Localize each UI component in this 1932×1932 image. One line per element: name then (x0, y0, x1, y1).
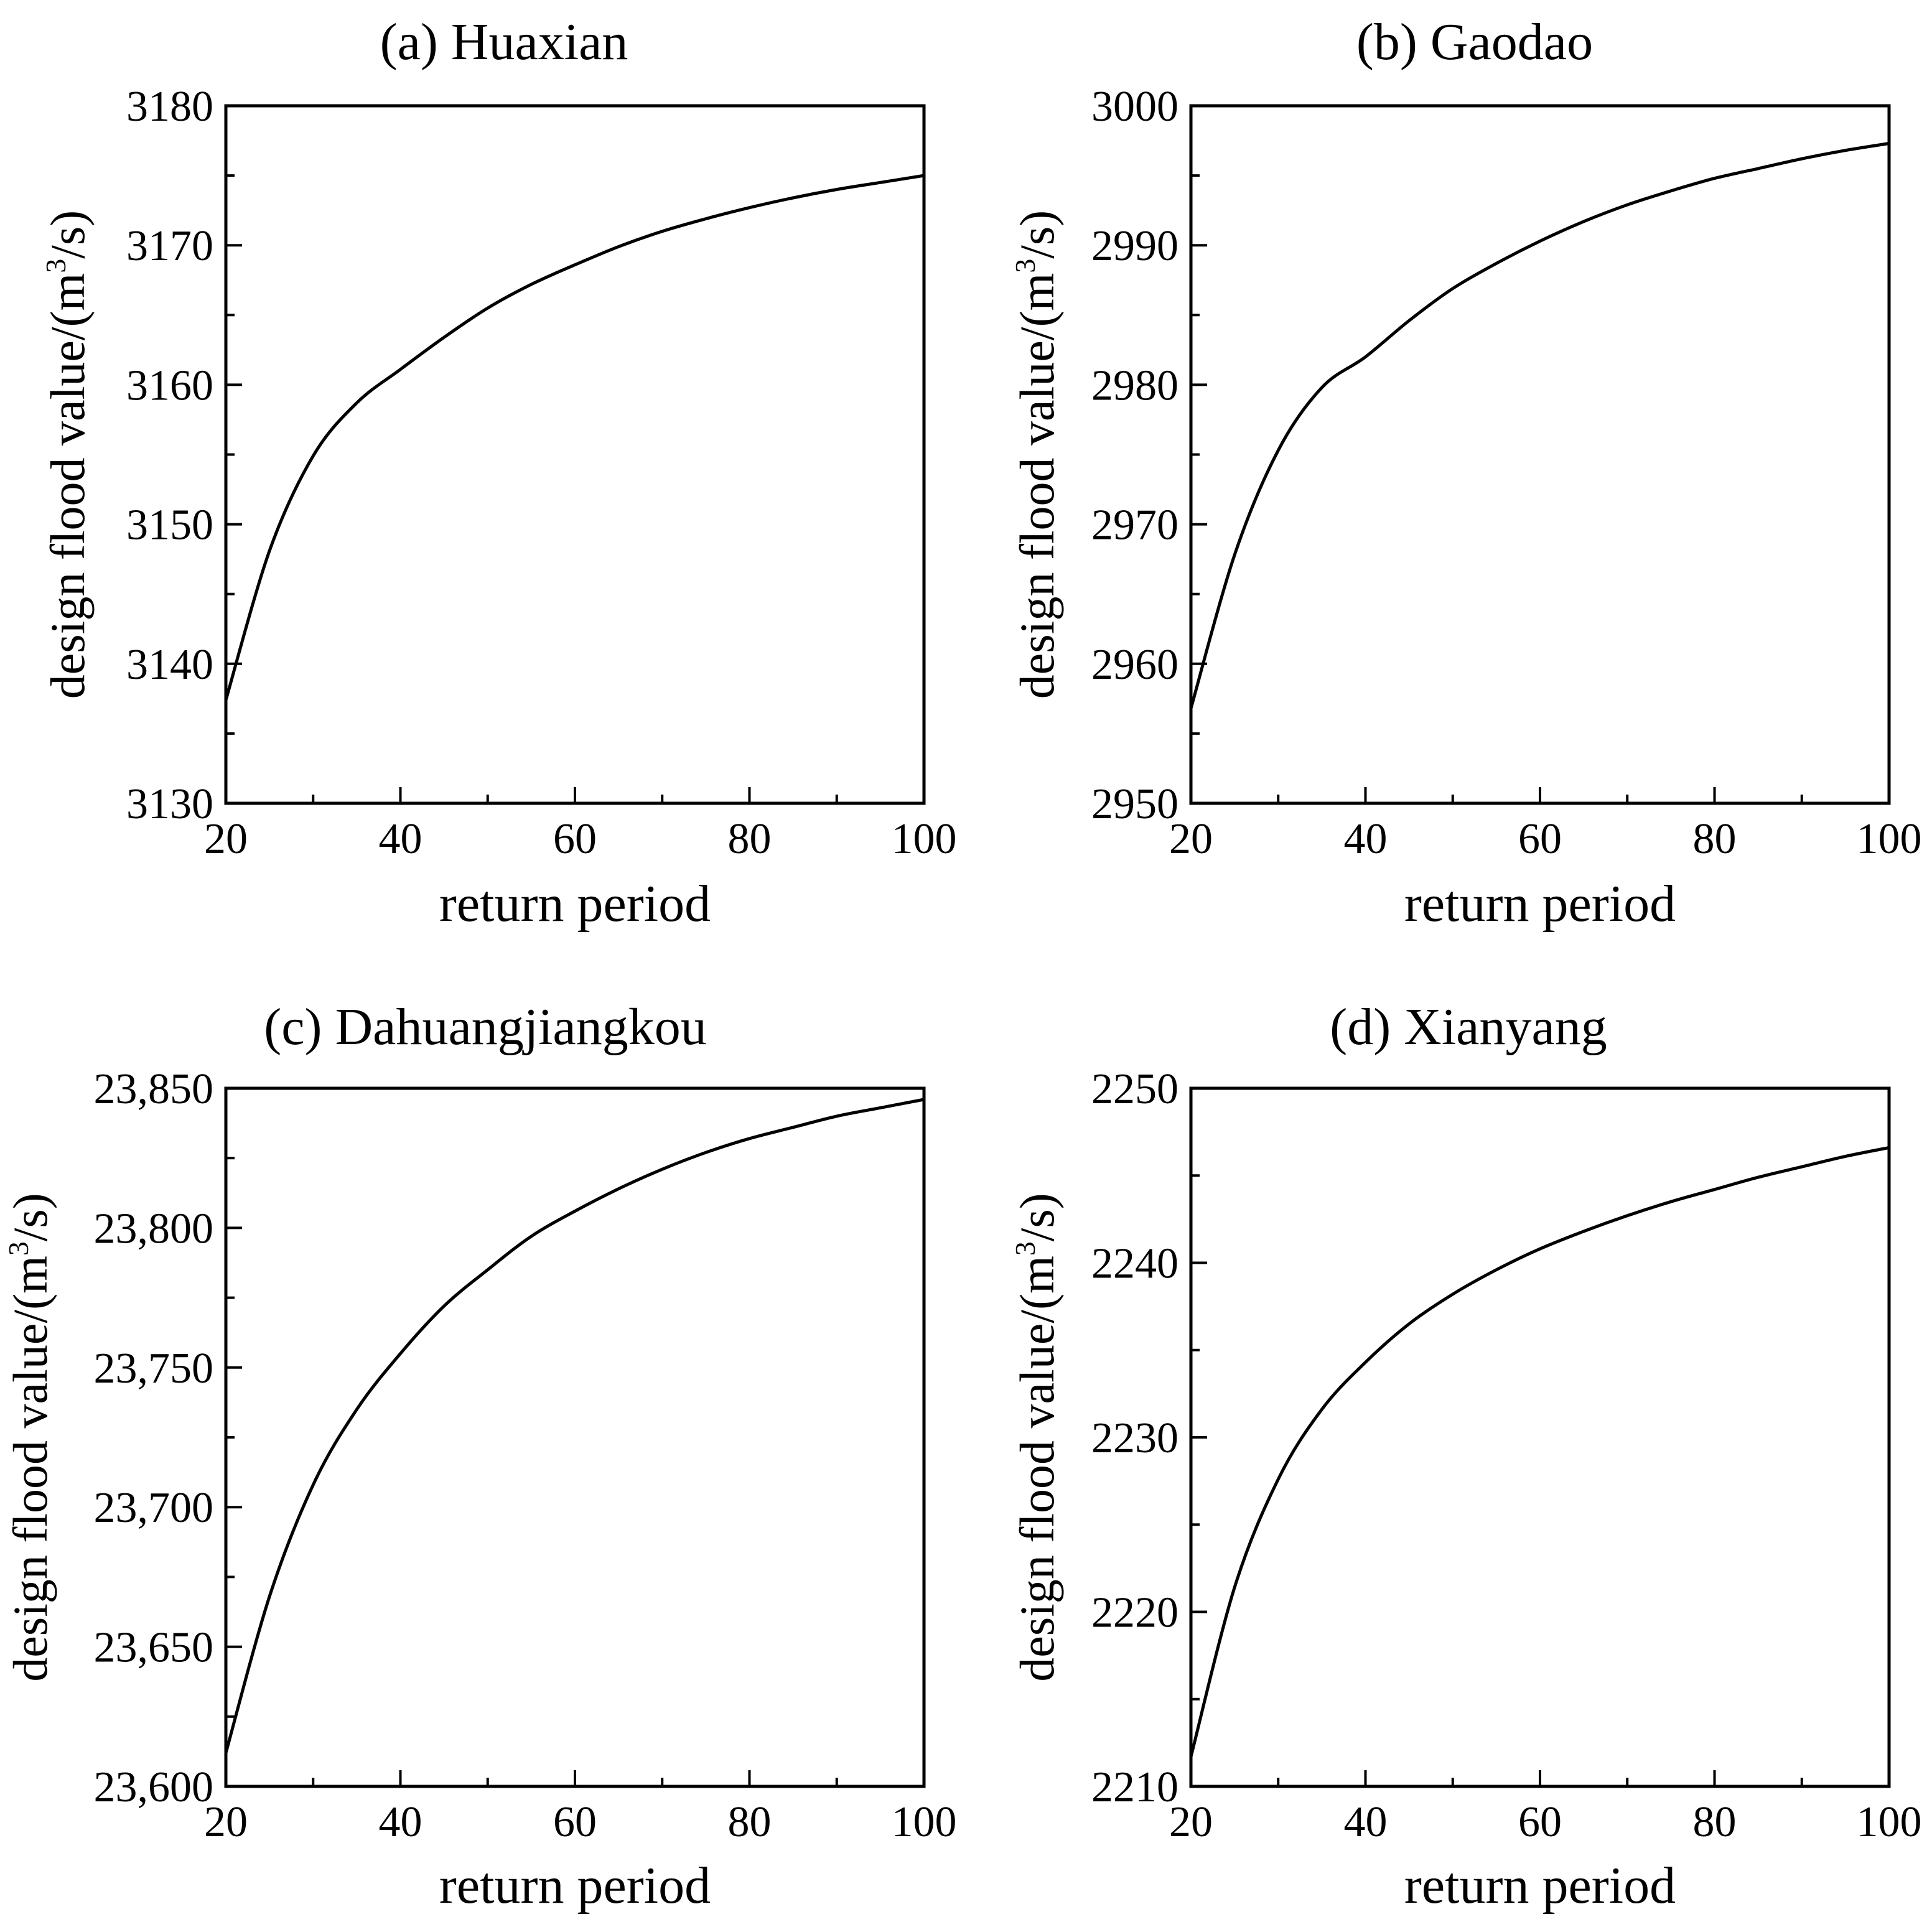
panel-a-ytick-label: 3140 (126, 641, 213, 689)
panel-d-xlabel: return period (1404, 1857, 1676, 1915)
panel-d-xtick-label: 20 (1169, 1798, 1213, 1846)
panel-c-xtick-label: 60 (553, 1798, 597, 1846)
panel-b-ytick-label: 2990 (1091, 222, 1178, 270)
panel-b: (b) Gaodao 20 40 60 80 100 2950 2960 2970 2980 299… (1009, 13, 1922, 933)
panel-a-xlabel: return period (439, 875, 711, 933)
panel-c-ytick-label: 23,700 (94, 1484, 214, 1532)
panel-a-series-line (224, 174, 925, 701)
panel-b-xtick-label: 20 (1169, 815, 1213, 863)
panel-b-ytick-label: 2980 (1091, 362, 1178, 409)
panel-d-ytick-label: 2230 (1091, 1414, 1178, 1462)
panel-b-xtick-label: 100 (1857, 815, 1922, 863)
panel-d-ytick-label: 2250 (1091, 1065, 1178, 1113)
panel-c-ytick-label: 23,750 (94, 1345, 214, 1393)
panel-d-xtick-label: 80 (1693, 1798, 1737, 1846)
panel-d-ytick-label: 2210 (1091, 1763, 1178, 1811)
panel-b-ylabel: design flood value/(m3/s) (1009, 210, 1064, 699)
panel-d-xtick-label: 100 (1857, 1798, 1922, 1846)
panel-c-ytick-label: 23,650 (94, 1624, 214, 1672)
panel-a-frame (224, 104, 926, 805)
panel-b-ytick-label: 2970 (1091, 502, 1178, 549)
panel-d-ylabel: design flood value/(m3/s) (1009, 1193, 1064, 1682)
panel-c-ylabel: design flood value/(m3/s) (2, 1193, 57, 1682)
panel-d-ytick-label: 2240 (1091, 1240, 1178, 1288)
panel-a-ylabel: design flood value/(m3/s) (40, 210, 95, 699)
panel-c-ytick-label: 23,850 (94, 1065, 214, 1113)
panel-c-xtick-label: 100 (892, 1798, 957, 1846)
panel-a-title: (a) Huaxian (380, 13, 628, 71)
panel-a-xtick-label: 80 (728, 815, 772, 863)
panel-d: (d) Xianyang 20 40 60 80 100 2210 2220 2230 2240 2… (1009, 998, 1922, 1915)
panel-b-xtick-label: 60 (1518, 815, 1562, 863)
panel-c: (c) Dahuangjiangkou 20 40 60 80 100 23,600 23,6… (2, 998, 957, 1915)
panel-a-ytick-label: 3170 (126, 222, 213, 270)
panel-b-xtick-label: 40 (1344, 815, 1388, 863)
panel-b-ytick-label: 2960 (1091, 641, 1178, 689)
panel-a-ytick-label: 3130 (126, 780, 213, 828)
panel-d-title: (d) Xianyang (1330, 998, 1607, 1056)
panel-c-xtick-label: 40 (379, 1798, 422, 1846)
panel-d-ytick-label: 2220 (1091, 1589, 1178, 1637)
panel-c-xtick-label: 80 (728, 1798, 772, 1846)
panel-c-ytick-label: 23,600 (94, 1763, 214, 1811)
panel-c-ytick-label: 23,800 (94, 1205, 214, 1253)
panel-b-xtick-label: 80 (1693, 815, 1737, 863)
panel-b-xlabel: return period (1404, 875, 1676, 933)
panel-d-frame (1189, 1086, 1891, 1788)
panel-d-xtick-label: 60 (1518, 1798, 1562, 1846)
panel-c-frame (224, 1086, 926, 1788)
panel-a-xtick-label: 20 (204, 815, 248, 863)
panel-b-title: (b) Gaodao (1356, 13, 1593, 71)
panel-b-ytick-label: 3000 (1091, 83, 1178, 131)
panel-a-ytick-label: 3180 (126, 83, 213, 131)
panel-a: (a) Huaxian 20 40 60 80 100 3130 3140 3150 3160 31… (40, 13, 957, 933)
panel-c-title: (c) Dahuangjiangkou (264, 998, 706, 1056)
panel-a-xtick-label: 100 (892, 815, 957, 863)
panel-d-series-line (1189, 1146, 1890, 1757)
panel-a-ytick-label: 3150 (126, 502, 213, 549)
panel-b-series-line (1189, 142, 1890, 709)
panel-a-xtick-label: 60 (553, 815, 597, 863)
panel-c-xtick-label: 20 (204, 1798, 248, 1846)
panel-c-xlabel: return period (439, 1857, 711, 1915)
panel-c-series-line (224, 1098, 925, 1753)
panel-b-frame (1189, 104, 1891, 805)
panel-b-ytick-label: 2950 (1091, 780, 1178, 828)
panel-a-xtick-label: 40 (379, 815, 422, 863)
panel-a-ytick-label: 3160 (126, 362, 213, 409)
panel-d-xtick-label: 40 (1344, 1798, 1388, 1846)
